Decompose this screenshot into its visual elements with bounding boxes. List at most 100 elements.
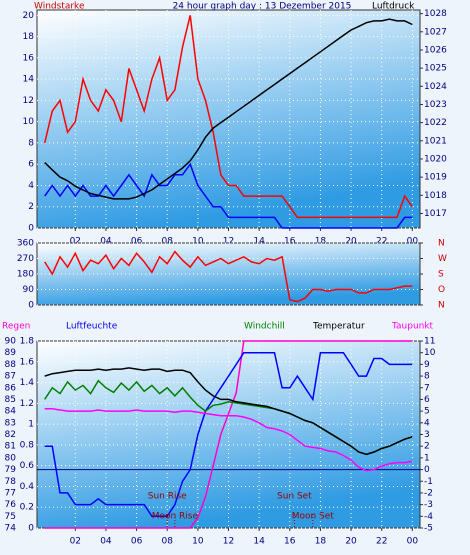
y3-tick-label: 77 [5, 488, 16, 498]
y-tick-label: 0.6 [20, 461, 35, 471]
y2-tick-label: 1028 [424, 9, 447, 19]
y2-tick-label: 2 [424, 442, 430, 452]
y2-tick-label: 1018 [424, 191, 447, 201]
x-tick-label: 10 [192, 537, 204, 547]
y-tick-label: 360 [17, 239, 34, 249]
legend-label: Regen [2, 322, 30, 332]
y3-tick-label: 90 [5, 337, 17, 347]
series-line [44, 250, 413, 303]
y2-tick-label: 1026 [424, 45, 447, 55]
x-tick-label: 20 [345, 237, 357, 247]
y2-tick-label: 11 [424, 337, 435, 347]
y2-tick-label: 3 [424, 430, 430, 440]
y-tick-label: 10 [23, 117, 35, 127]
x-tick-label: 22 [376, 537, 387, 547]
y-tick-label: 16 [23, 53, 35, 63]
y2-tick-label: 1 [424, 453, 430, 463]
x-tick-label: 16 [284, 237, 296, 247]
y-tick-label: 1.6 [20, 357, 35, 367]
x-tick-label: 16 [284, 537, 296, 547]
series-line [44, 18, 413, 200]
y3-tick-label: 76 [5, 500, 17, 510]
legend-label: Luftfeuchte [66, 322, 118, 332]
y3-tick-label: 86 [5, 383, 17, 393]
x-tick-label: 14 [253, 537, 265, 547]
y-tick-label: 1.8 [20, 337, 35, 347]
x-tick-label: 10 [192, 237, 204, 247]
y3-tick-label: 87 [5, 372, 16, 382]
annotation: Sun Rise [148, 492, 187, 502]
x-tick-label: 12 [223, 537, 234, 547]
y-tick-label: 14 [23, 75, 35, 85]
y3-tick-label: 80 [5, 453, 17, 463]
y3-tick-label: 83 [5, 418, 16, 428]
legend-label: Taupunkt [391, 322, 434, 332]
annotation: Moon Rise [152, 512, 199, 522]
y2-tick-label: 1020 [424, 154, 447, 164]
series-line [44, 340, 413, 529]
y2-tick-label: 1023 [424, 100, 447, 110]
y-tick-label: 1.2 [20, 399, 34, 409]
y-tick-label: 270 [17, 254, 34, 264]
y-tick-label: 6 [28, 160, 34, 170]
y2-tick-label: 1021 [424, 136, 447, 146]
y-tick-label: 90 [23, 285, 35, 295]
y2-tick-label: -5 [424, 524, 433, 534]
y-tick-label: 4 [28, 181, 34, 191]
y2-tick-label: N [438, 301, 445, 311]
x-tick-label: 22 [376, 237, 387, 247]
y-tick-label: 1 [28, 420, 34, 430]
y2-tick-label: -4 [424, 512, 433, 522]
x-tick-label: 08 [161, 537, 173, 547]
x-tick-label: 00 [407, 237, 419, 247]
chart-title: 24 hour graph day : 13 Dezember 2015 [173, 2, 352, 12]
y3-tick-label: 81 [5, 442, 16, 452]
y2-tick-label: 1022 [424, 118, 447, 128]
y2-tick-label: 8 [424, 372, 430, 382]
y-tick-label: 0.8 [20, 440, 35, 450]
y-tick-label: 0 [28, 224, 34, 234]
y2-tick-label: W [438, 254, 447, 264]
x-tick-label: 14 [253, 237, 265, 247]
x-tick-label: 00 [407, 537, 419, 547]
y2-tick-label: 10 [424, 348, 436, 358]
y3-tick-label: 75 [5, 512, 16, 522]
y3-tick-label: 89 [5, 348, 17, 358]
y2-tick-label: -3 [424, 500, 433, 510]
y-tick-label: 0.2 [20, 503, 34, 513]
y-tick-label: 1.4 [20, 378, 35, 388]
y-tick-label: 8 [28, 138, 34, 148]
y-tick-label: 18 [23, 32, 35, 42]
x-tick-label: 20 [345, 537, 357, 547]
y2-tick-label: 1025 [424, 64, 447, 74]
x-tick-label: 18 [315, 537, 327, 547]
series-line [44, 367, 413, 456]
series-line [43, 15, 413, 219]
x-tick-label: 04 [100, 237, 112, 247]
y-tick-label: 2 [28, 202, 34, 212]
y3-tick-label: 88 [5, 360, 17, 370]
legend-label: Temperatur [312, 322, 365, 332]
y2-tick-label: 6 [424, 395, 430, 405]
y3-tick-label: 82 [5, 430, 16, 440]
annotation: Moon Set [292, 512, 335, 522]
series-line [44, 408, 413, 472]
y3-tick-label: 85 [5, 395, 16, 405]
y3-tick-label: 84 [5, 407, 17, 417]
y3-tick-label: 78 [5, 477, 17, 487]
y2-tick-label: 5 [424, 407, 430, 417]
y2-tick-label: 1019 [424, 173, 447, 183]
y-tick-label: 0.4 [20, 482, 35, 492]
y2-tick-label: S [438, 270, 444, 280]
legend-label: Windchill [244, 322, 285, 332]
y2-tick-label: -2 [424, 488, 433, 498]
y2-axis-label: Luftdruck [372, 2, 415, 12]
y-tick-label: 12 [23, 96, 34, 106]
x-tick-label: 06 [131, 537, 143, 547]
y2-tick-label: N [438, 239, 445, 249]
plot-area [36, 242, 421, 306]
y2-tick-label: O [438, 285, 445, 295]
y2-tick-label: 1017 [424, 209, 447, 219]
x-tick-label: 18 [315, 237, 327, 247]
